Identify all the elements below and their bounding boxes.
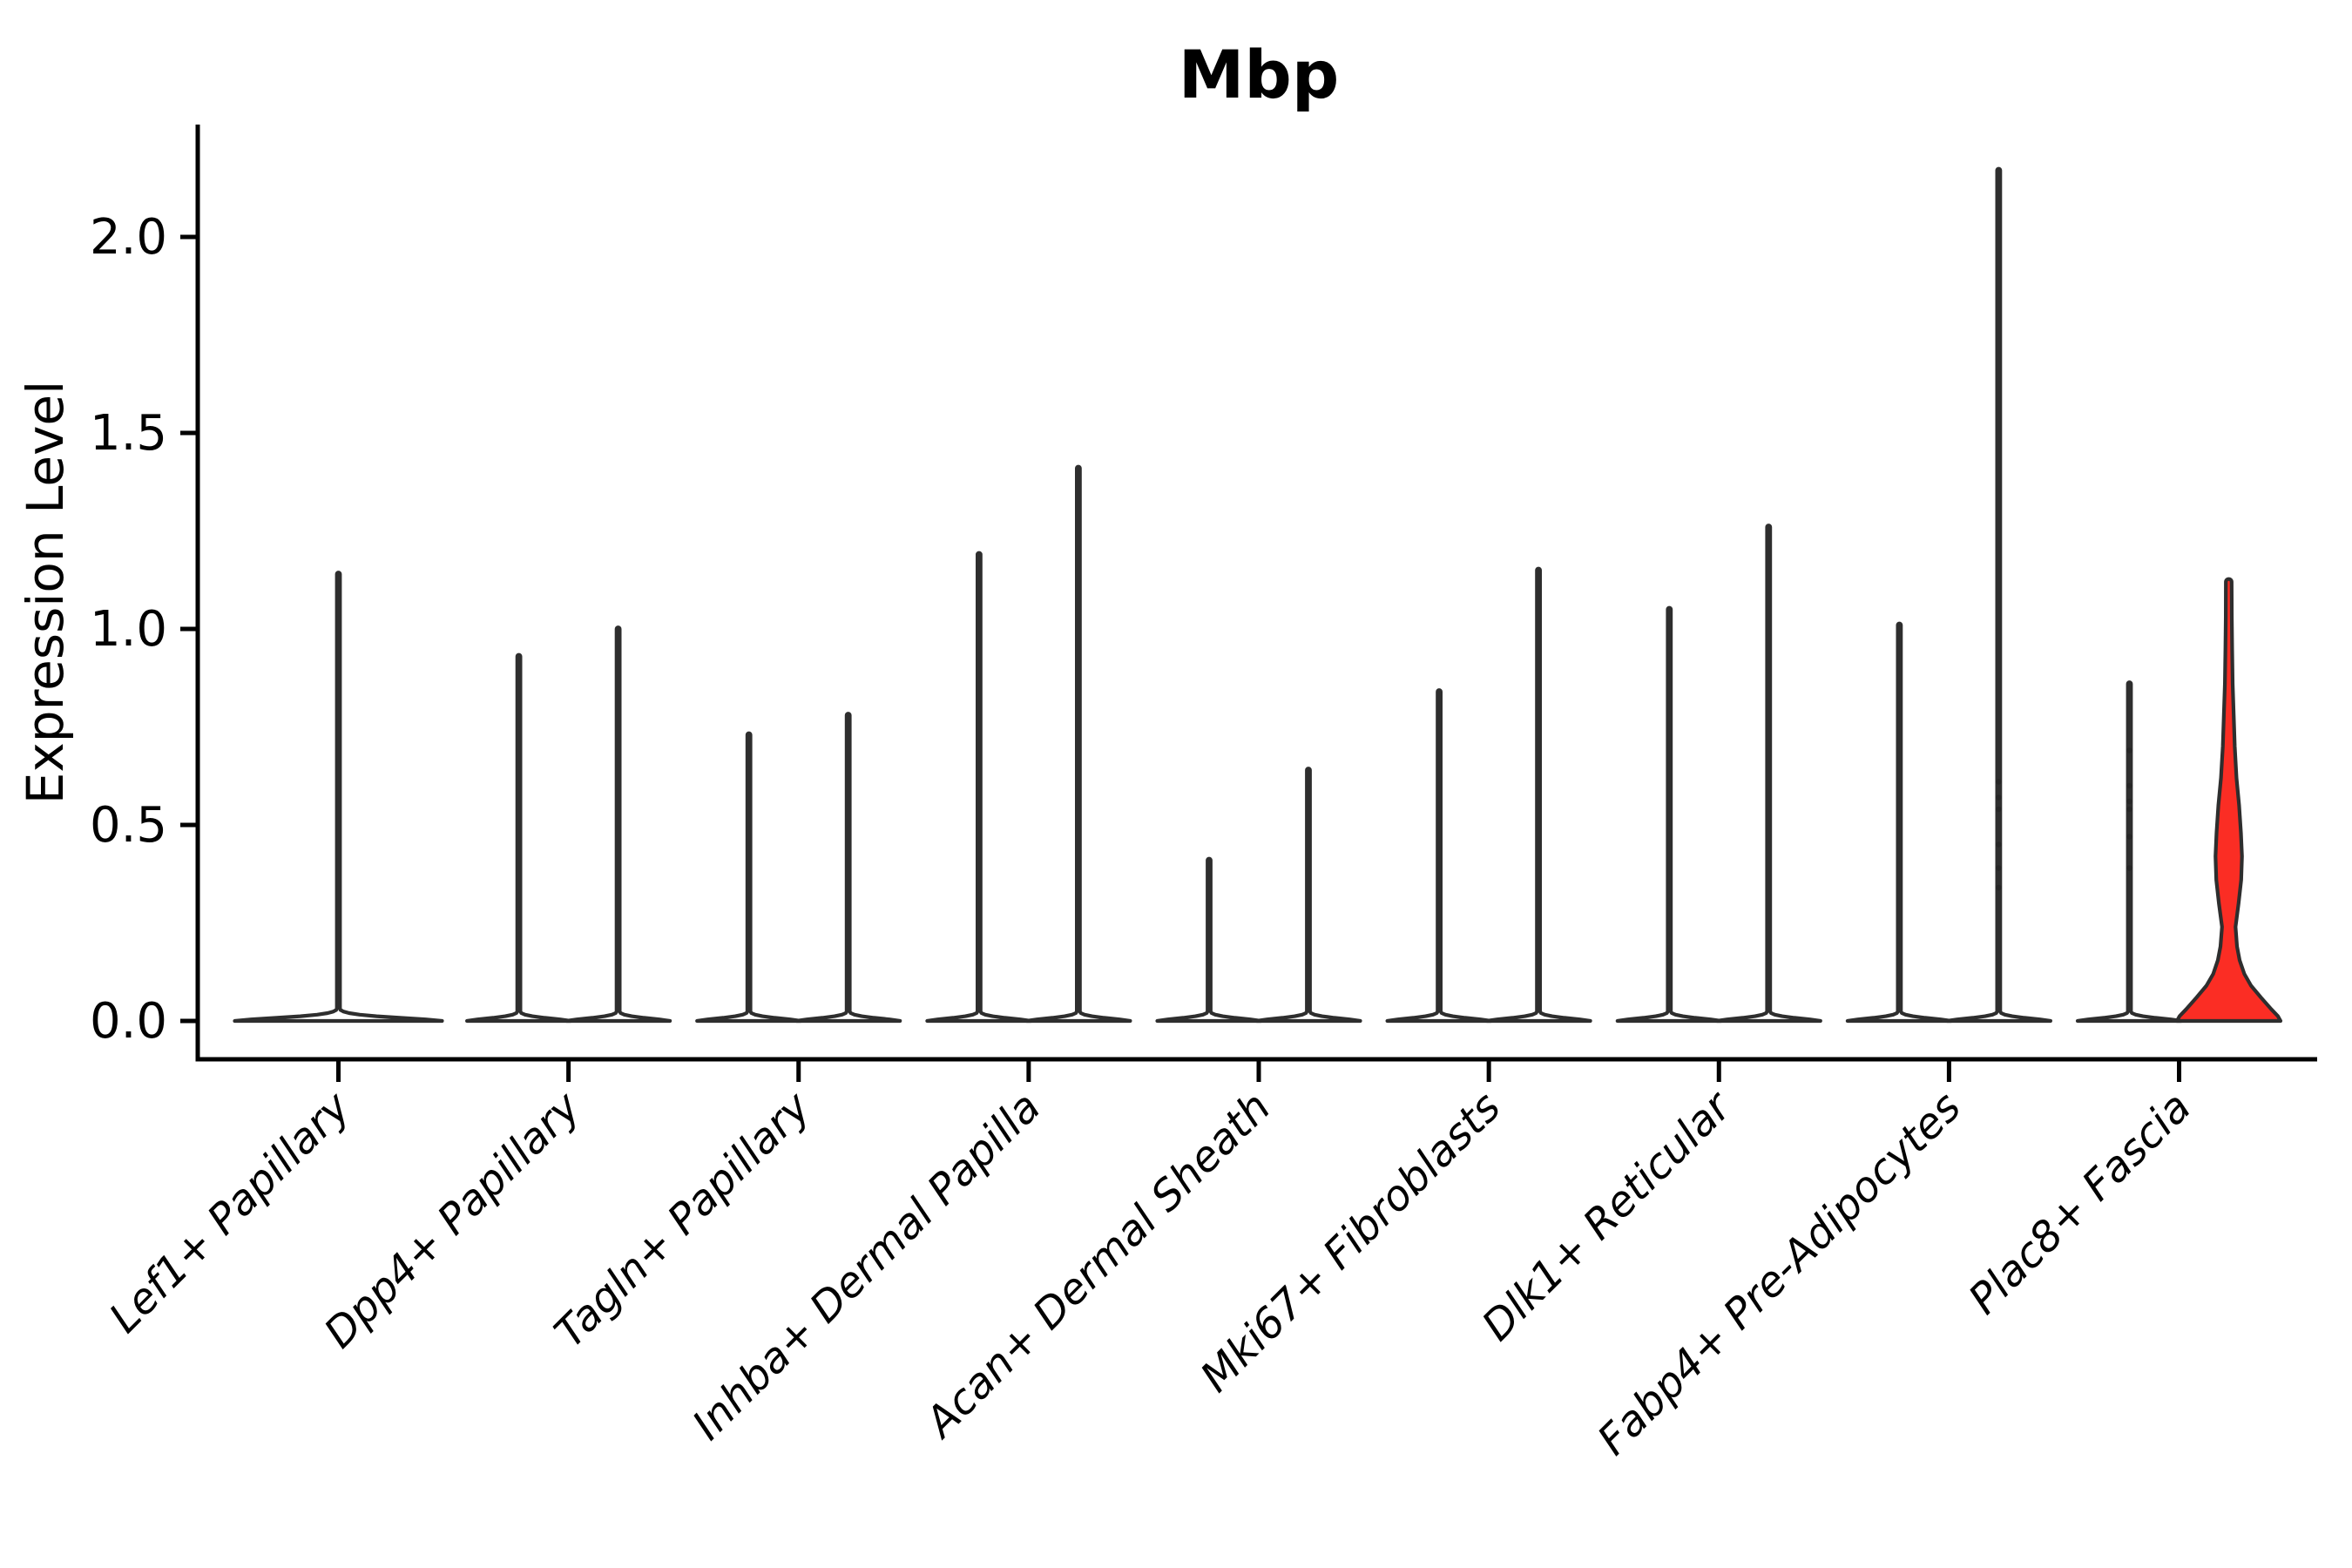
jitter-point (2126, 865, 2132, 871)
violins-layer (233, 166, 2283, 1024)
jitter-point (2126, 798, 2132, 805)
violin (794, 712, 902, 1024)
x-tick-label: Fabp4+ Pre-Adipocytes (1588, 1083, 1970, 1465)
jitter-point (1996, 806, 2002, 813)
violin (695, 731, 803, 1024)
violin (564, 625, 672, 1024)
jitter-points-layer (1996, 747, 2132, 891)
x-tick-label: Lef1+ Papillary (100, 1082, 361, 1342)
chart-title: Mbp (1179, 36, 1339, 113)
jitter-point (1996, 884, 2002, 891)
x-tick-label: Tagln+ Papillary (545, 1082, 821, 1357)
y-tick-label: 1.0 (90, 601, 167, 658)
violin (1845, 621, 1953, 1024)
violin (1615, 605, 1723, 1024)
violin (2075, 680, 2184, 1024)
y-tick-label: 0.0 (90, 993, 167, 1050)
jitter-point (2126, 747, 2132, 754)
jitter-point (2126, 834, 2132, 840)
violin (1254, 767, 1362, 1024)
jitter-point (1996, 779, 2002, 785)
y-tick-label: 2.0 (90, 209, 167, 266)
y-axis-title: Expression Level (16, 381, 75, 804)
violin (1944, 166, 2052, 1024)
jitter-point (1996, 841, 2002, 848)
x-tick-label: Plac8+ Fascia (1959, 1083, 2200, 1324)
x-tick-label: Dpp4+ Papillary (314, 1082, 590, 1357)
violin (1714, 524, 1822, 1024)
violin (1155, 856, 1263, 1024)
violin (233, 571, 444, 1024)
y-tick-label: 0.5 (90, 797, 167, 854)
jitter-point (1996, 794, 2002, 801)
violin (465, 652, 573, 1024)
y-tick-label: 1.5 (90, 405, 167, 462)
jitter-point (1996, 865, 2002, 871)
violin (1024, 464, 1132, 1024)
violin (925, 551, 1033, 1024)
violin-highlighted (2174, 577, 2283, 1024)
jitter-point (2126, 782, 2132, 789)
jitter-point (2126, 806, 2132, 813)
violin (1385, 688, 1493, 1024)
axes-layer (180, 125, 2317, 1082)
x-tick-label: Dlk1+ Reticular (1473, 1081, 1743, 1351)
violin (1484, 566, 1592, 1024)
